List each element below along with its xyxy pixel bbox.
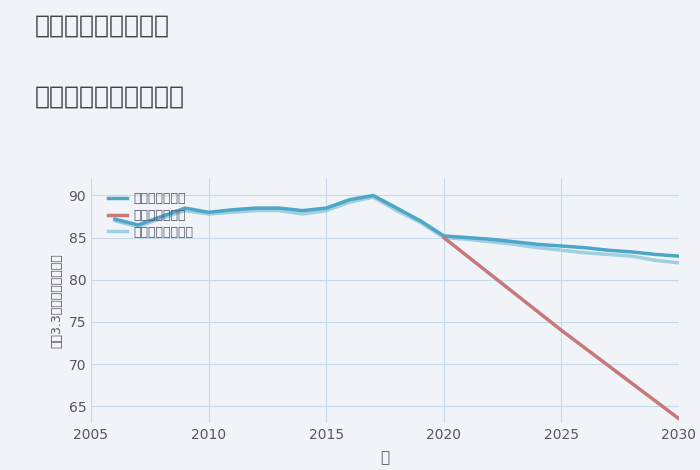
Text: 埼玉県鴻巣市登戸の: 埼玉県鴻巣市登戸の [35,14,170,38]
Legend: グッドシナリオ, バッドシナリオ, ノーマルシナリオ: グッドシナリオ, バッドシナリオ, ノーマルシナリオ [103,187,198,244]
Y-axis label: 坪（3.3㎡）単価（万円）: 坪（3.3㎡）単価（万円） [50,253,63,348]
Text: 中古戸建ての価格推移: 中古戸建ての価格推移 [35,85,185,109]
X-axis label: 年: 年 [380,450,390,465]
